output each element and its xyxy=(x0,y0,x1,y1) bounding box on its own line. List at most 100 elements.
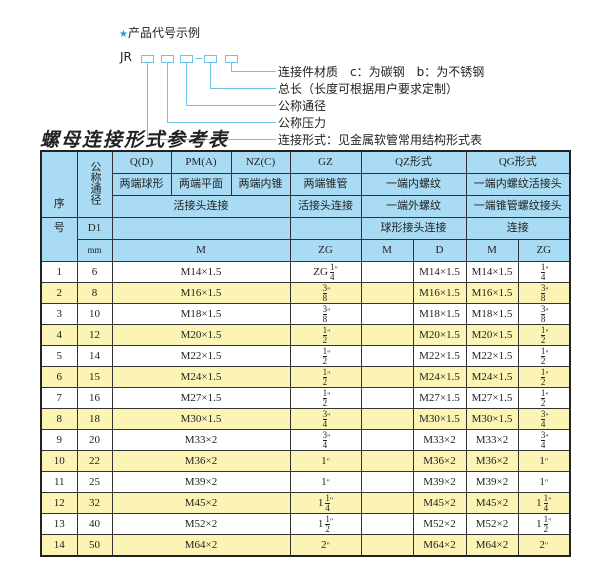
inch-mark: " xyxy=(327,432,331,442)
star-icon: ★ xyxy=(119,29,128,40)
gz-union: 活接头连接 xyxy=(289,195,362,218)
qg-zg-cell: 3 4 " xyxy=(517,408,571,430)
qz-m-cell xyxy=(360,429,414,451)
zg-prefix: 1 xyxy=(317,496,324,509)
seq-header-top: 序 xyxy=(40,150,78,218)
qz-m-cell xyxy=(360,303,414,325)
numerator: 1 xyxy=(322,345,328,357)
qz-d-cell: M20×1.5 xyxy=(412,324,467,346)
m-thread-cell: M18×1.5 xyxy=(111,303,291,325)
denominator: 2 xyxy=(540,397,546,408)
table-row: 6 15 M24×1.5 1 2 " M24×1.5 M24×1.5 1 2 " xyxy=(40,366,571,388)
m-thread-cell: M14×1.5 xyxy=(111,261,291,283)
union-desc: 活接头连接 xyxy=(111,195,291,218)
numerator: 1 xyxy=(329,261,335,273)
qg-m-cell: M52×2 xyxy=(465,513,519,535)
seq-cell: 2 xyxy=(40,282,78,304)
denominator: 2 xyxy=(543,523,549,534)
q-desc: 两端球形 xyxy=(111,173,172,196)
denominator: 2 xyxy=(322,376,328,387)
zg-cell: 3 8 " xyxy=(289,303,362,325)
denominator: 2 xyxy=(540,376,546,387)
zg-cell: 1 1 2 " xyxy=(289,513,362,535)
numerator: 3 xyxy=(540,282,546,294)
seq-cell: 1 xyxy=(40,261,78,283)
inch-mark: " xyxy=(327,348,331,358)
denominator: 4 xyxy=(322,439,328,450)
qg-m-cell: M39×2 xyxy=(465,471,519,493)
inch-mark: " xyxy=(548,516,552,526)
numerator: 1 xyxy=(325,513,330,525)
qg-zg-cell: 1 2 " xyxy=(517,387,571,409)
qz-d-cell: M27×1.5 xyxy=(412,387,467,409)
zg-cell: 3 8 " xyxy=(289,282,362,304)
nominal-cell: 18 xyxy=(76,408,113,430)
inch-mark: " xyxy=(545,390,549,400)
zg-cell: 1 2 " xyxy=(289,345,362,367)
denominator: 2 xyxy=(322,397,328,408)
inch-mark: " xyxy=(326,540,330,550)
code-dash xyxy=(196,58,202,59)
qg-zg-cell: 1 1 2 " xyxy=(517,513,571,535)
denominator: 4 xyxy=(540,418,546,429)
table-row: 14 50 M64×2 2" M64×2 M64×2 2" xyxy=(40,534,571,557)
nominal-cell: 14 xyxy=(76,345,113,367)
qg-m-cell: M33×2 xyxy=(465,429,519,451)
empty-cell xyxy=(289,217,362,240)
table-row: 9 20 M33×2 3 4 " M33×2 M33×2 3 4 " xyxy=(40,429,571,451)
table-row: 1 6 M14×1.5 ZG 1 4 " M14×1.5 M14×1.5 1 4 " xyxy=(40,261,571,283)
numerator: 1 xyxy=(543,492,549,504)
inch-mark: " xyxy=(327,285,331,295)
inch-mark: " xyxy=(327,306,331,316)
denominator: 2 xyxy=(325,523,330,534)
m-thread-cell: M24×1.5 xyxy=(111,366,291,388)
inch-mark: " xyxy=(545,348,549,358)
nominal-cell: 6 xyxy=(76,261,113,283)
nominal-cell: 20 xyxy=(76,429,113,451)
qz-d-cell: M24×1.5 xyxy=(412,366,467,388)
qg-m-header: M xyxy=(465,239,519,262)
zg-cell: 1 2 " xyxy=(289,324,362,346)
zg-prefix: 2 xyxy=(539,538,545,551)
m-thread-cell: M33×2 xyxy=(111,429,291,451)
inch-mark: " xyxy=(327,411,331,421)
zg-cell: 1 2 " xyxy=(289,387,362,409)
code-box-material xyxy=(225,55,238,63)
inch-mark: " xyxy=(326,456,330,466)
zg-cell: 3 4 " xyxy=(289,408,362,430)
qz-d-cell: M52×2 xyxy=(412,513,467,535)
inch-mark: " xyxy=(329,516,334,526)
qg-zg-cell: 3 8 " xyxy=(517,282,571,304)
empty-cell xyxy=(111,217,291,240)
qg-m-cell: M14×1.5 xyxy=(465,261,519,283)
qz-desc2: 一端外螺纹 xyxy=(360,195,467,218)
numerator: 1 xyxy=(540,261,546,273)
qg-zg-cell: 1" xyxy=(517,471,571,493)
inch-mark: " xyxy=(544,540,549,550)
qz-d-cell: M64×2 xyxy=(412,534,467,557)
seq-cell: 13 xyxy=(40,513,78,535)
seq-header-bottom: 号 xyxy=(40,217,78,262)
code-box-diameter xyxy=(180,55,193,63)
qg-zg-cell: 1 2 " xyxy=(517,345,571,367)
qg-zg-cell: 3 4 " xyxy=(517,429,571,451)
seq-cell: 14 xyxy=(40,534,78,557)
qg-desc3: 连接 xyxy=(465,217,571,240)
seq-cell: 5 xyxy=(40,345,78,367)
zg-prefix: 1 xyxy=(536,517,542,530)
nominal-cell: 25 xyxy=(76,471,113,493)
m-thread-cell: M20×1.5 xyxy=(111,324,291,346)
denominator: 2 xyxy=(540,334,546,345)
numerator: 1 xyxy=(540,387,546,399)
nominal-header-text: 公称通径 xyxy=(89,160,101,205)
qg-m-cell: M30×1.5 xyxy=(465,408,519,430)
seq-cell: 12 xyxy=(40,492,78,514)
mm-header: mm xyxy=(76,239,113,262)
